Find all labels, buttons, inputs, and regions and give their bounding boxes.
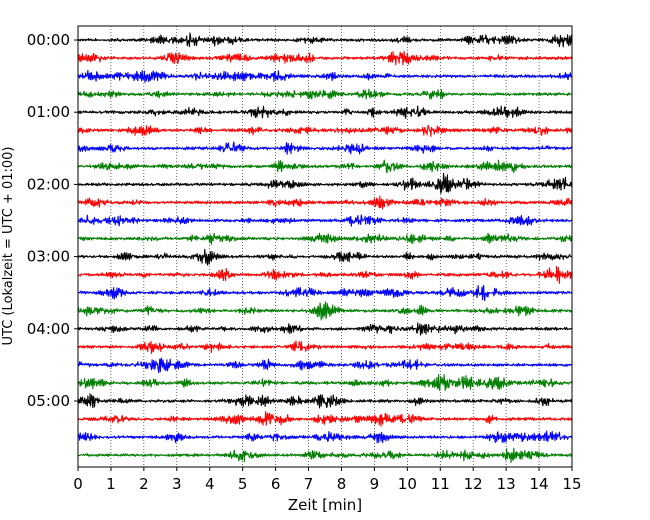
y-tick-label: 03:00 <box>27 248 70 266</box>
x-tick-label: 15 <box>562 475 581 493</box>
trace-line <box>77 69 573 83</box>
x-tick-label: 0 <box>73 475 83 493</box>
trace-line <box>77 105 573 120</box>
trace-line <box>77 265 573 284</box>
x-tick-label: 4 <box>205 475 215 493</box>
y-axis-ticks: 00:00 01:00 02:00 03:00 04:00 05:00 <box>27 31 78 410</box>
trace-line <box>77 357 573 374</box>
x-tick-label: 10 <box>398 475 417 493</box>
y-tick-label: 01:00 <box>27 103 70 121</box>
trace-line <box>77 159 573 174</box>
y-axis-label: UTC (Lokalzeit = UTC + 01:00) <box>1 147 16 346</box>
y-tick-label: 05:00 <box>27 392 70 410</box>
x-tick-label: 3 <box>172 475 182 493</box>
trace-line <box>77 430 573 444</box>
x-tick-label: 12 <box>464 475 483 493</box>
y-tick-label: 04:00 <box>27 320 70 338</box>
x-tick-label: 1 <box>106 475 116 493</box>
x-tick-label: 9 <box>370 475 380 493</box>
x-axis-ticks: 0 1 2 3 4 5 6 7 8 9 10 11 12 13 14 15 <box>73 467 582 493</box>
trace-line <box>77 301 573 321</box>
x-tick-label: 11 <box>431 475 450 493</box>
trace-line <box>77 195 573 210</box>
trace-line <box>77 393 573 409</box>
x-tick-label: 5 <box>238 475 248 493</box>
trace-line <box>77 374 573 392</box>
trace-line <box>77 124 573 138</box>
trace-line <box>77 172 573 194</box>
x-axis-label: Zeit [min] <box>288 496 362 514</box>
trace-line <box>77 214 573 227</box>
trace-line <box>77 50 573 66</box>
trace-line <box>77 284 573 302</box>
trace-line <box>77 232 573 245</box>
trace-line <box>77 322 573 336</box>
x-tick-label: 8 <box>337 475 347 493</box>
y-tick-label: 02:00 <box>27 175 70 193</box>
trace-line <box>77 410 573 427</box>
x-tick-label: 13 <box>497 475 516 493</box>
x-tick-label: 2 <box>139 475 149 493</box>
x-tick-label: 7 <box>304 475 314 493</box>
trace-line <box>77 248 573 266</box>
trace-line <box>77 88 573 100</box>
trace-line <box>77 32 573 48</box>
trace-line <box>77 340 573 354</box>
x-tick-label: 14 <box>530 475 549 493</box>
trace-line <box>77 141 573 155</box>
seismogram-traces <box>77 32 573 464</box>
y-tick-label: 00:00 <box>27 31 70 49</box>
x-tick-label: 6 <box>271 475 281 493</box>
trace-line <box>77 447 573 464</box>
plot-frame <box>77 25 573 468</box>
